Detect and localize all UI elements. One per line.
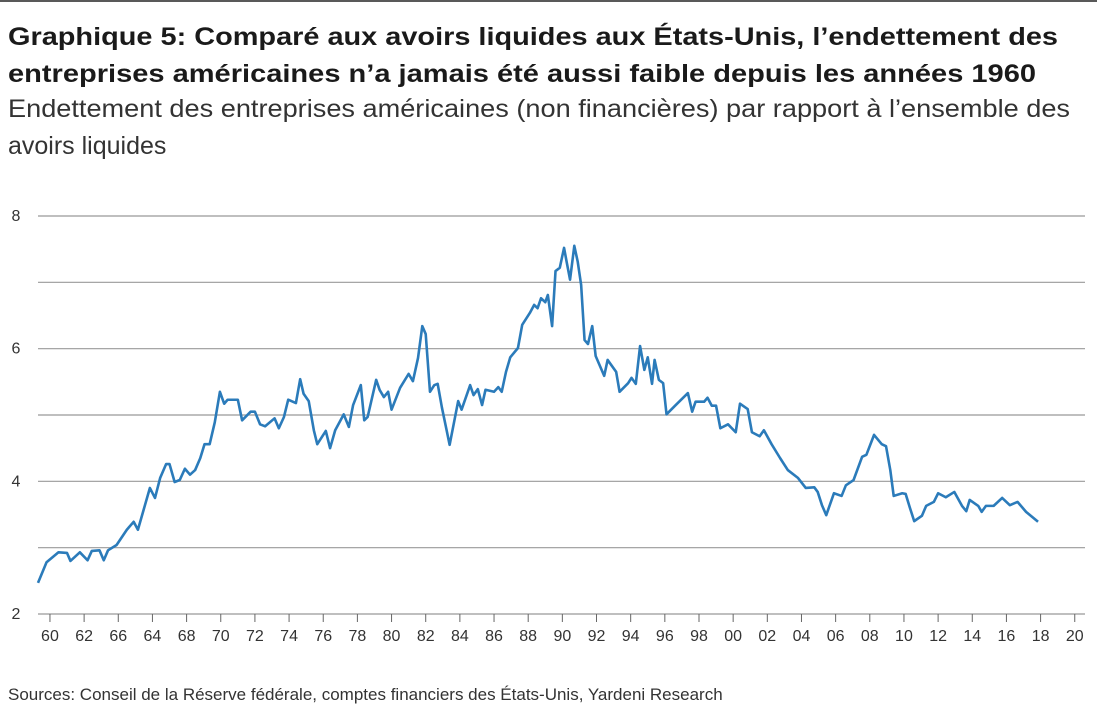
x-tick-label: 90	[553, 628, 571, 645]
x-tick-label: 74	[280, 628, 298, 645]
x-tick-label: 96	[656, 628, 674, 645]
x-tick-label: 20	[1066, 628, 1084, 645]
x-tick-label: 02	[758, 628, 776, 645]
chart-title: Graphique 5: Comparé aux avoirs liquides…	[8, 22, 1058, 51]
x-tick-label: 64	[144, 628, 162, 645]
x-tick-label: 08	[861, 628, 879, 645]
y-tick-label: 4	[12, 473, 21, 490]
source-note: Sources: Conseil de la Réserve fédérale,…	[8, 685, 723, 704]
y-tick-label: 8	[12, 208, 21, 225]
data-line	[36, 244, 1039, 584]
x-tick-label: 94	[622, 628, 640, 645]
x-tick-label: 92	[588, 628, 606, 645]
x-tick-label: 86	[485, 628, 503, 645]
x-tick-label: 04	[793, 628, 811, 645]
x-tick-label: 72	[246, 628, 264, 645]
x-tick-label: 76	[314, 628, 332, 645]
chart-title: entreprises américaines n’a jamais été a…	[8, 60, 1036, 88]
y-tick-label: 2	[12, 606, 21, 623]
chart-subtitle: avoirs liquides	[8, 132, 166, 160]
y-tick-label: 6	[12, 341, 21, 358]
x-tick-label: 60	[41, 628, 59, 645]
x-tick-label: 62	[75, 628, 93, 645]
x-tick-label: 12	[929, 628, 947, 645]
x-tick-label: 14	[963, 628, 981, 645]
x-tick-label: 68	[178, 628, 196, 645]
x-tick-label: 82	[417, 628, 435, 645]
x-tick-label: 80	[383, 628, 401, 645]
x-tick-label: 10	[895, 628, 913, 645]
x-tick-label: 00	[724, 628, 742, 645]
x-tick-label: 06	[827, 628, 845, 645]
x-tick-label: 88	[519, 628, 537, 645]
chart-subtitle: Endettement des entreprises américaines …	[8, 95, 1070, 123]
x-tick-label: 98	[690, 628, 708, 645]
x-tick-label: 18	[1032, 628, 1050, 645]
x-tick-label: 70	[212, 628, 230, 645]
x-tick-label: 66	[109, 628, 127, 645]
x-tick-label: 78	[348, 628, 366, 645]
x-tick-label: 84	[451, 628, 469, 645]
x-tick-label: 16	[998, 628, 1016, 645]
